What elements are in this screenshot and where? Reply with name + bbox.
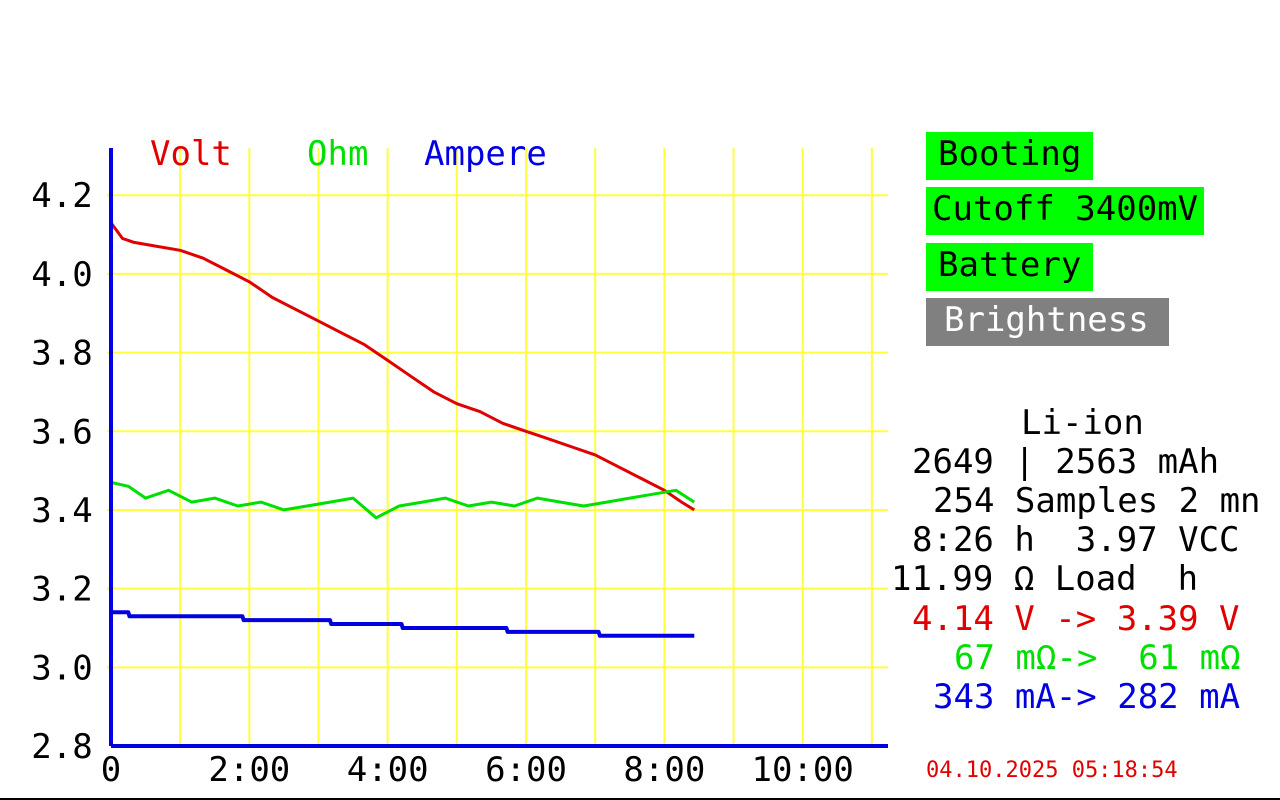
y-tick-label: 3.4 [31, 491, 92, 531]
x-tick-label: 8:00 [623, 750, 705, 790]
y-tick-label: 3.0 [31, 648, 92, 688]
chart-axes [109, 148, 888, 748]
legend-entry-volt: Volt [150, 134, 232, 174]
series-line-ohm [110, 480, 696, 520]
x-tick-label: 0 [101, 750, 121, 790]
resistance-range-readout: 67 mΩ-> 61 mΩ [954, 638, 1241, 678]
capacity-readout: 2649 | 2563 mAh [912, 442, 1220, 482]
battery-chemistry: Li-ion [1021, 403, 1144, 443]
x-tick-label: 2:00 [208, 750, 290, 790]
x-tick-label: 10:00 [752, 750, 854, 790]
y-tick-label: 4.0 [31, 255, 92, 295]
chart-tick-labels: 4.2 4.0 3.8 3.6 3.4 3.2 3.0 2.80 2:00 4:00 6:00 8:0… [31, 176, 854, 790]
timestamp: 04.10.2025 05:18:54 [926, 758, 1178, 783]
voltage-range-readout: 4.14 V -> 3.39 V [912, 599, 1240, 639]
duration-readout: 8:26 h 3.97 VCC [912, 520, 1240, 560]
chart-legend: Volt Ohm Ampere [150, 134, 547, 174]
x-tick-label: 4:00 [347, 750, 429, 790]
y-tick-label: 2.8 [31, 727, 92, 767]
y-tick-label: 3.2 [31, 570, 92, 610]
chart-grid [107, 148, 888, 746]
y-tick-label: 3.6 [31, 412, 92, 452]
legend-entry-ohm: Ohm [307, 134, 368, 174]
samples-readout: 254 Samples 2 mn [933, 481, 1261, 521]
y-tick-label: 3.8 [31, 334, 92, 374]
legend-entry-ampere: Ampere [424, 134, 547, 174]
load-readout: 11.99 Ω Load h [891, 559, 1199, 599]
current-range-readout: 343 mA-> 282 mA [933, 677, 1241, 717]
x-tick-label: 6:00 [485, 750, 567, 790]
cutoff-button[interactable]: Cutoff 3400mV [926, 187, 1205, 235]
booting-button[interactable]: Booting [926, 132, 1094, 180]
battery-button[interactable]: Battery [926, 243, 1094, 291]
chart-series [109, 221, 696, 638]
series-line-ampere [111, 610, 695, 638]
bottom-rule [0, 798, 1280, 800]
y-tick-label: 4.2 [31, 176, 92, 216]
brightness-button[interactable]: Brightness [926, 298, 1169, 346]
series-line-volt [109, 221, 696, 512]
